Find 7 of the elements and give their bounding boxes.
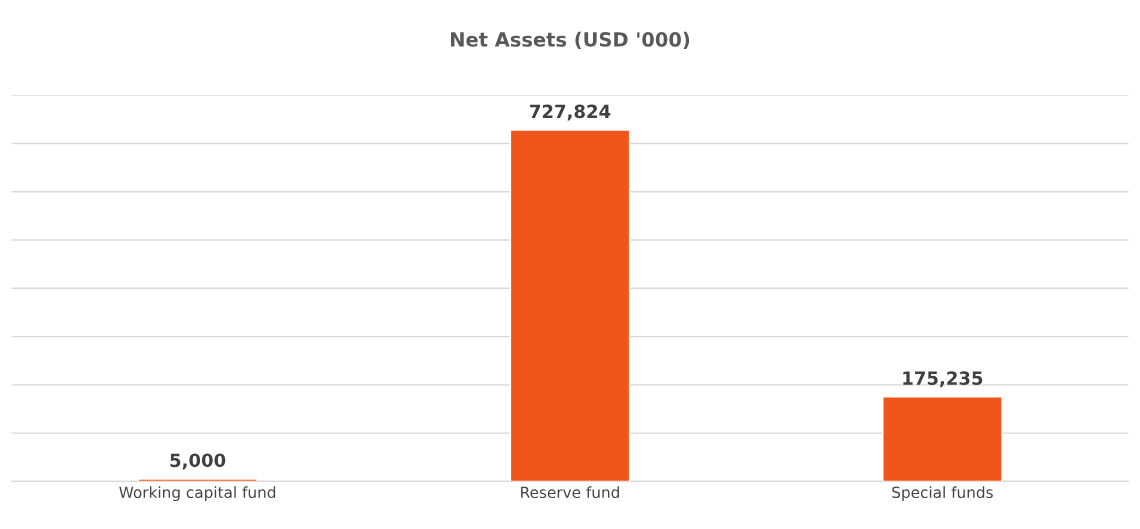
x-tick-label: Working capital fund	[119, 486, 276, 502]
data-label: 5,000	[170, 453, 226, 470]
data-label: 727,824	[530, 104, 611, 121]
chart-title: Net Assets (USD '000)	[451, 31, 690, 50]
data-label: 175,235	[903, 371, 983, 388]
x-tick-label: Reserve fund	[521, 486, 619, 499]
x-tick-label: Special funds	[892, 486, 993, 502]
